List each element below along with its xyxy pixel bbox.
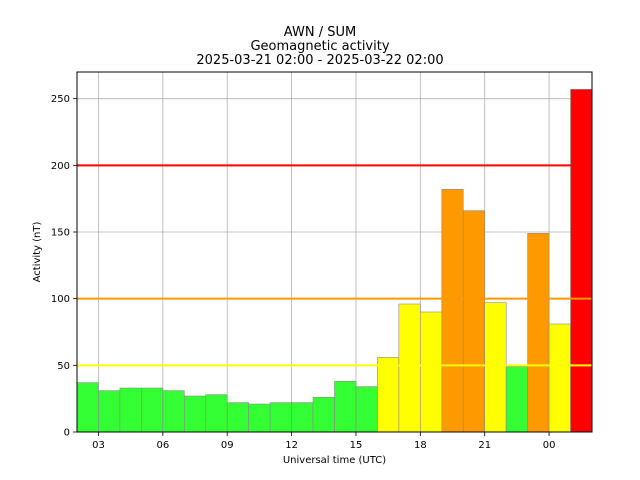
activity-bar [570,89,593,433]
y-tick-label: 150 [51,228,70,239]
y-tick-label: 250 [51,94,70,105]
activity-bar [248,403,271,433]
chart-subtitle: Geomagnetic activity [250,39,390,54]
activity-bar [98,390,121,433]
x-tick-label: 21 [478,440,491,451]
activity-bar [355,386,378,433]
activity-bar [548,323,571,433]
activity-bar [312,397,335,433]
activity-bar [505,366,528,433]
activity-bar [377,357,400,433]
chart-date-range: 2025-03-21 02:00 - 2025-03-22 02:00 [196,53,444,68]
x-tick-label: 06 [156,440,169,451]
y-tick-label: 0 [64,428,70,439]
y-tick-label: 50 [57,361,70,372]
x-tick-label: 00 [543,440,556,451]
activity-bar [76,382,99,433]
threshold-lines [77,164,592,367]
plot-frame [76,71,593,433]
y-tick-label: 100 [51,294,70,305]
activity-bar [269,402,292,433]
activity-bar [527,233,550,433]
activity-bar [420,311,443,433]
x-tick-label: 09 [221,440,234,451]
activity-bar [291,402,314,433]
x-tick-label: 15 [350,440,363,451]
activity-bar [141,387,164,433]
y-tick-label: 200 [51,161,70,172]
activity-bar [205,394,228,433]
ticks: 0 50 100 150 200 250 03 06 09 12 15 18 21 00 [51,94,556,451]
x-tick-label: 12 [285,440,298,451]
activity-bar [119,387,142,433]
activity-bar [162,390,185,433]
x-tick-label: 03 [92,440,105,451]
activity-bar [441,189,464,433]
chart-title: AWN / SUM [283,25,357,40]
activity-bar [226,402,249,433]
activity-bar [183,395,207,433]
y-axis-label: Activity (nT) [32,221,43,282]
activity-bar [334,381,357,433]
x-tick-label: 18 [414,440,427,451]
x-axis-label: Universal time (UTC) [283,455,386,466]
activity-bar [462,210,486,433]
bars [76,89,593,433]
activity-bar [484,302,507,433]
activity-bar [398,303,421,433]
